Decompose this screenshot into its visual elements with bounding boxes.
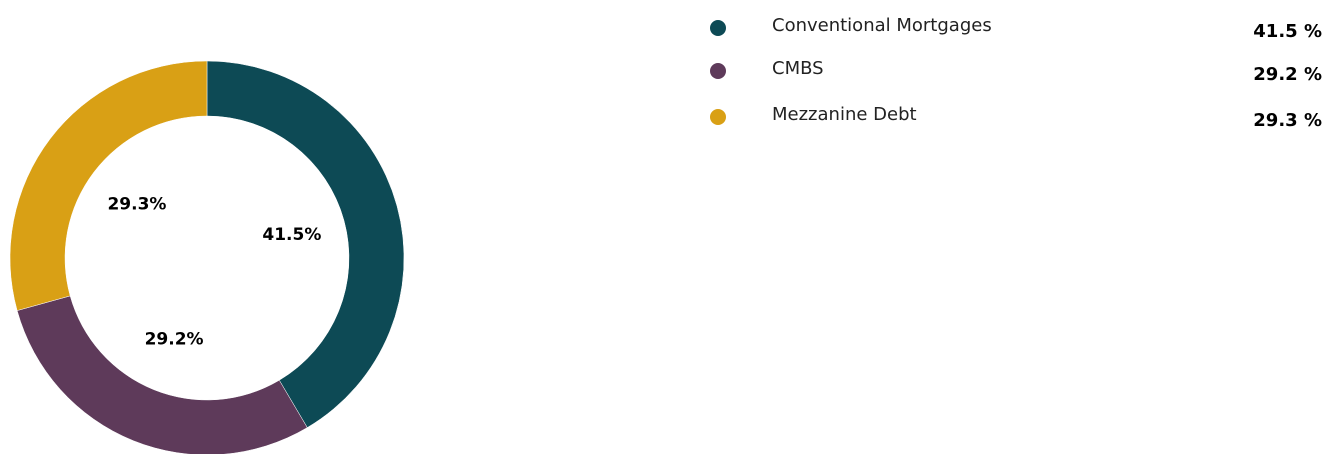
legend-marker — [710, 109, 726, 125]
legend-label: CMBS — [772, 58, 824, 79]
slice-label: 41.5% — [262, 225, 321, 245]
legend-label: Conventional Mortgages — [772, 15, 992, 36]
legend-marker — [710, 63, 726, 79]
legend-value: 29.3 % — [1253, 110, 1322, 131]
slice-label: 29.3% — [107, 195, 166, 215]
slice-label: 29.2% — [145, 330, 204, 350]
donut-slice — [206, 60, 405, 428]
legend-value: 41.5 % — [1253, 21, 1322, 42]
legend-label: Mezzanine Debt — [772, 104, 917, 125]
legend-marker — [710, 20, 726, 36]
donut-slice — [9, 60, 208, 311]
legend-value: 29.2 % — [1253, 64, 1322, 85]
donut-slice — [16, 295, 308, 456]
